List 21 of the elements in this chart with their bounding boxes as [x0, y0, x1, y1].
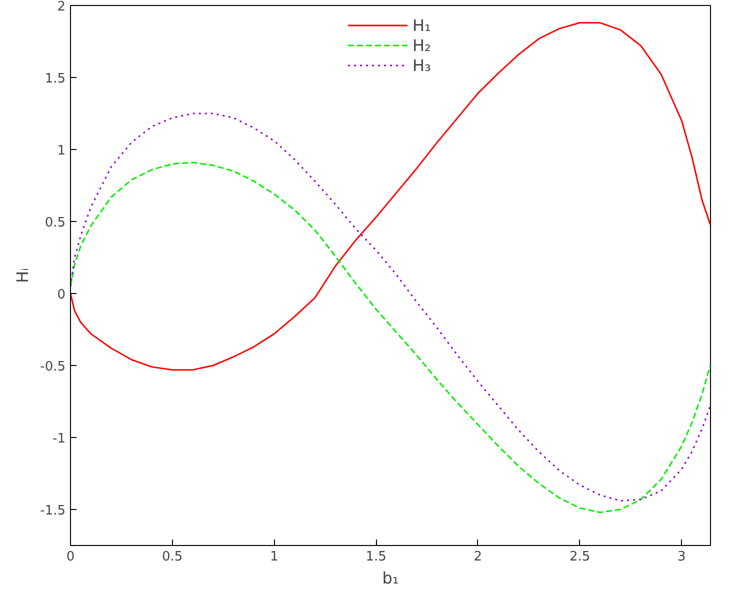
y-tick-label: -0.5 — [40, 360, 66, 374]
legend-label: H₂ — [412, 36, 432, 54]
legend-label: H₃ — [412, 56, 432, 74]
y-axis-title: Hᵢ — [13, 268, 32, 283]
x-tick-label: 1.5 — [366, 550, 386, 564]
y-tick-label: -1.5 — [40, 504, 66, 518]
legend-label: H₁ — [412, 16, 432, 34]
line-series — [70, 112, 710, 502]
y-tick-label: 1 — [57, 144, 66, 158]
x-tick-label: 2.5 — [569, 550, 590, 564]
y-tick-label: 2 — [57, 0, 66, 14]
x-tick-label: 0.5 — [162, 550, 183, 564]
x-tick-label: 2 — [474, 550, 482, 564]
x-axis-title: b₁ — [382, 568, 399, 588]
y-tick-label: 1.5 — [44, 72, 66, 86]
x-tick-label: 3 — [678, 550, 686, 564]
line-series — [70, 162, 710, 514]
y-tick-label: 0 — [57, 288, 66, 302]
y-tick-label: -1 — [52, 432, 66, 446]
x-tick-label: 1 — [270, 550, 278, 564]
y-tick-label: 0.5 — [44, 216, 66, 230]
